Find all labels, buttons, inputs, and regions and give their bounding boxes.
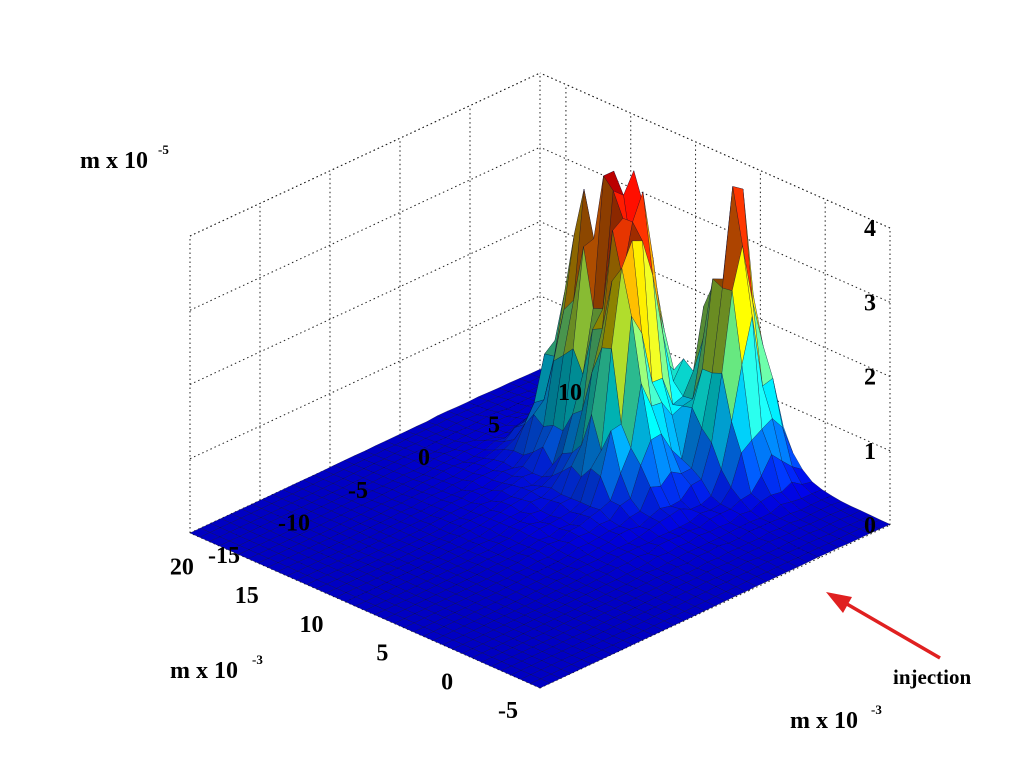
wall-edge (539, 72, 891, 229)
z-axis-label: m x 10 (80, 148, 148, 174)
x-axis-exponent: -3 (252, 652, 263, 667)
z-tick-label: 3 (864, 290, 876, 316)
y-axis-label: m x 10 (790, 708, 858, 734)
back-wall-gridline (189, 72, 541, 237)
z-tick-label: 1 (864, 439, 876, 465)
z-tick-label: 0 (864, 513, 876, 539)
x-tick-label: 15 (235, 583, 259, 609)
x-tick-label: 20 (170, 554, 194, 580)
y-tick-label: 0 (418, 445, 430, 471)
y-tick-label: -15 (208, 543, 240, 569)
surface-patch (529, 678, 551, 689)
x-tick-label: -5 (498, 698, 518, 724)
x-axis-label: m x 10 (170, 658, 238, 684)
back-wall-gridline (539, 146, 891, 303)
back-wall-gridline (189, 146, 541, 311)
z-tick-label: 4 (864, 216, 876, 242)
y-tick-label: -5 (348, 478, 368, 504)
wall-edge (189, 72, 541, 237)
back-wall-gridline (189, 221, 541, 385)
z-axis-exponent: -5 (158, 142, 169, 157)
y-tick-label: 5 (488, 413, 500, 439)
tick-labels: 0 1 2 3 4 -5 0 5 10 15 20 -15 -10 -5 0 5 10 (170, 216, 876, 724)
back-wall-gridline (189, 295, 541, 460)
back-wall-gridline (539, 221, 891, 377)
y-tick-label: 10 (558, 380, 582, 406)
z-tick-label: 2 (864, 365, 876, 391)
injection-arrowhead (826, 592, 852, 613)
x-tick-label: 10 (300, 612, 324, 638)
x-tick-label: 0 (441, 669, 453, 695)
y-axis-exponent: -3 (871, 702, 882, 717)
x-tick-label: 5 (376, 641, 388, 667)
back-wall-gridline (539, 295, 891, 452)
y-tick-label: -10 (278, 510, 310, 536)
injection-arrow (839, 598, 941, 660)
surface (189, 169, 891, 689)
injection-label: injection (893, 665, 971, 689)
injection-annotation: injection (826, 592, 971, 689)
